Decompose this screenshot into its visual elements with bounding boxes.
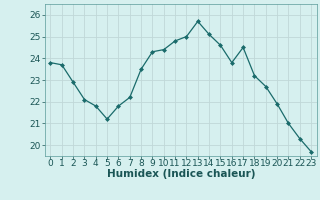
X-axis label: Humidex (Indice chaleur): Humidex (Indice chaleur) — [107, 169, 255, 179]
